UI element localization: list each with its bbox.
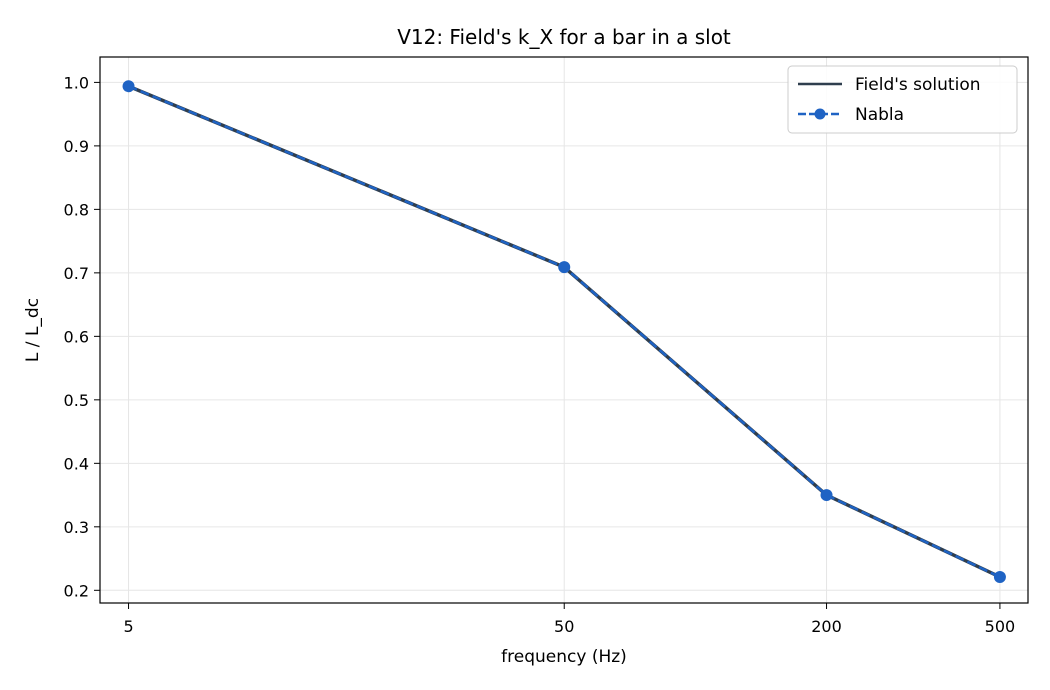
y-tick-label: 0.9 xyxy=(64,137,89,156)
x-tick-label: 500 xyxy=(985,617,1016,636)
y-tick-label: 1.0 xyxy=(64,73,89,92)
x-axis: 5 50 200 500 xyxy=(123,603,1015,636)
data-point-nabla xyxy=(820,489,833,502)
y-axis: 0.2 0.3 0.4 0.5 0.6 0.7 0.8 0.9 1.0 xyxy=(64,73,100,600)
legend-marker-nabla xyxy=(814,108,826,120)
data-point-nabla xyxy=(993,570,1006,583)
y-tick-label: 0.4 xyxy=(64,454,89,473)
x-axis-label: frequency (Hz) xyxy=(501,647,627,667)
y-tick-label: 0.3 xyxy=(64,518,89,537)
y-tick-label: 0.6 xyxy=(64,327,89,346)
legend-box xyxy=(787,65,1018,134)
x-tick-label: 200 xyxy=(811,617,842,636)
legend: Field's solution Nabla xyxy=(787,65,1018,134)
data-point-nabla xyxy=(122,80,135,93)
y-tick-label: 0.8 xyxy=(64,200,89,219)
series-layer xyxy=(122,80,1006,583)
grid-lines xyxy=(100,57,1028,603)
y-axis-label: L / L_dc xyxy=(23,298,43,362)
series-line-nabla xyxy=(128,85,1001,579)
y-tick-label: 0.2 xyxy=(64,581,89,600)
legend-label-fields-solution: Field's solution xyxy=(855,75,981,95)
x-tick-label: 50 xyxy=(554,617,574,636)
data-point-nabla xyxy=(558,261,571,274)
legend-label-nabla: Nabla xyxy=(855,105,904,125)
y-tick-label: 0.7 xyxy=(64,264,89,283)
y-tick-label: 0.5 xyxy=(64,391,89,410)
chart-title: V12: Field's k_X for a bar in a slot xyxy=(397,25,731,49)
x-tick-label: 5 xyxy=(123,617,133,636)
